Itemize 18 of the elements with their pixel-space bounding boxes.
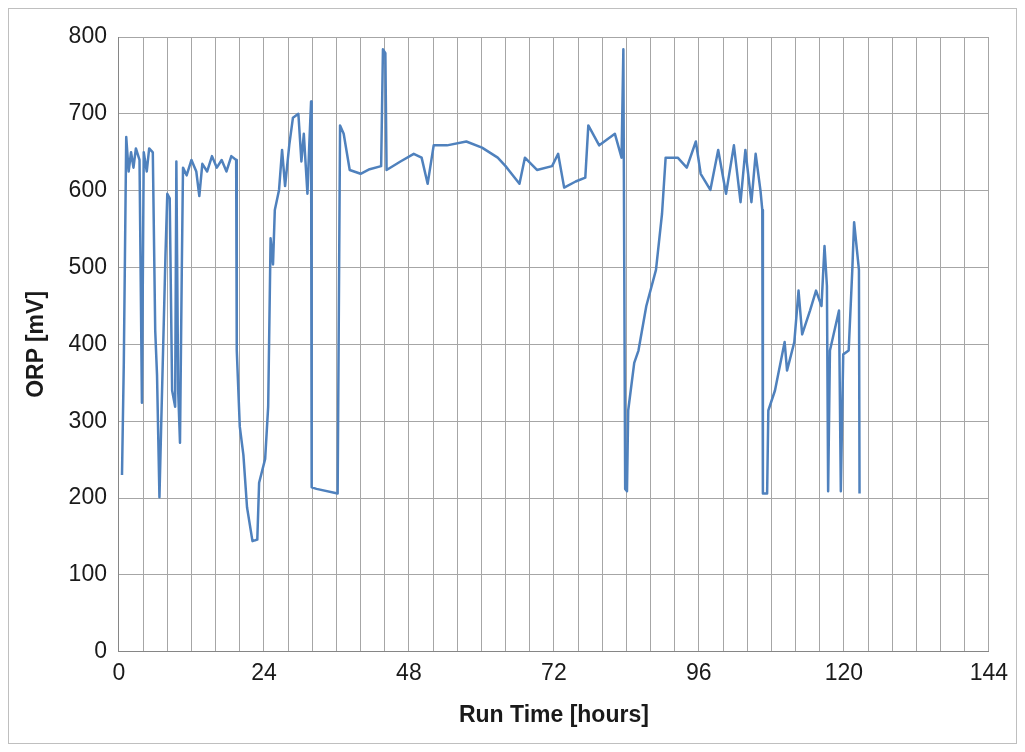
x-tick-label: 48 bbox=[396, 658, 422, 685]
y-tick-label: 300 bbox=[68, 406, 107, 433]
y-tick-label: 800 bbox=[68, 22, 107, 49]
y-tick-label: 200 bbox=[68, 483, 107, 510]
x-tick-label: 24 bbox=[251, 658, 277, 685]
y-tick-label: 700 bbox=[68, 99, 107, 126]
y-tick-label: 400 bbox=[68, 329, 107, 356]
x-tick-label: 144 bbox=[969, 658, 1009, 685]
y-tick-label: 500 bbox=[68, 252, 107, 279]
x-tick-label: 96 bbox=[686, 658, 712, 685]
x-axis-title: Run Time [hours] bbox=[458, 700, 649, 727]
y-axis-title: ORP [mV] bbox=[22, 290, 49, 398]
y-tick-label: 100 bbox=[68, 560, 107, 587]
x-tick-label: 72 bbox=[541, 658, 567, 685]
x-tick-label: 120 bbox=[824, 658, 864, 685]
x-tick-label: 0 bbox=[112, 658, 126, 685]
y-tick-label: 0 bbox=[94, 637, 107, 664]
y-tick-label: 600 bbox=[68, 176, 107, 203]
